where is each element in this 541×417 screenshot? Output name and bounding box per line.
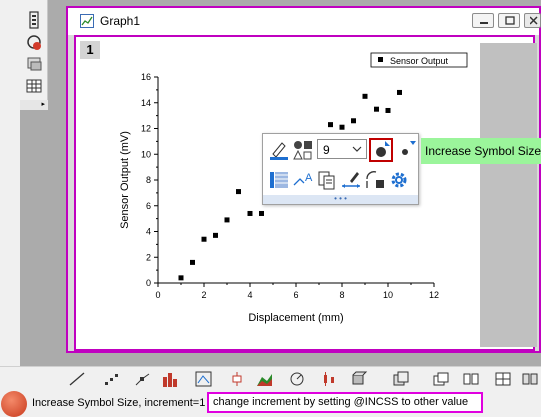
- legend: Sensor Output: [370, 52, 468, 68]
- column-plot-icon[interactable]: [162, 371, 180, 387]
- data-point: [328, 122, 333, 128]
- symbol-mini-toolbar: 9 A • • •: [262, 133, 419, 205]
- grid-icon[interactable]: [494, 371, 512, 387]
- data-reader-icon[interactable]: [24, 10, 44, 30]
- box-chart-icon[interactable]: [229, 371, 247, 387]
- close-button[interactable]: [524, 13, 541, 28]
- status-hint: change increment by setting @INCSS to ot…: [207, 392, 483, 413]
- merge-graph-icon[interactable]: [462, 371, 480, 387]
- data-point: [362, 93, 368, 99]
- scatter-plot[interactable]: 0 2 4 6 8 10 12 0 2 4 6 8 10 12 14 16 Displacement (mm)…: [76, 37, 537, 353]
- status-text: Increase Symbol Size, increment=1: [32, 397, 206, 409]
- chevron-down-icon: [352, 146, 362, 152]
- copy-format-icon[interactable]: [316, 169, 338, 191]
- data-point: [247, 210, 253, 216]
- y-axis-label: Sensor Output (mV): [119, 131, 131, 229]
- y-tick-label: 6: [146, 201, 151, 211]
- scatter-plot-icon[interactable]: [103, 371, 121, 387]
- 3d-plot-icon[interactable]: [350, 371, 368, 387]
- y-tick-label: 4: [146, 227, 151, 237]
- y-tick-label: 10: [141, 149, 151, 159]
- y-tick-label: 8: [146, 175, 151, 185]
- template-icon[interactable]: [392, 371, 410, 387]
- x-axis-label: Displacement (mm): [248, 312, 343, 324]
- bottom-plot-toolbar: [0, 366, 541, 391]
- svg-text:A: A: [305, 172, 313, 184]
- page-gray-area: [480, 43, 537, 347]
- minimize-icon: [480, 22, 488, 24]
- decrease-symbol-size-button[interactable]: [396, 139, 418, 161]
- arrange-layers-icon[interactable]: [522, 371, 540, 387]
- line-plot-icon[interactable]: [68, 371, 86, 387]
- data-point: [397, 89, 402, 95]
- plot-settings-gear-icon[interactable]: [388, 169, 410, 191]
- data-point: [351, 118, 356, 124]
- symbol-size-value: 9: [323, 143, 330, 157]
- graph-title-bar: Graph1: [68, 8, 541, 35]
- data-info-icon[interactable]: [24, 32, 44, 52]
- mini-toolbar-expand-icon[interactable]: • • •: [263, 195, 418, 204]
- contour-plot-icon[interactable]: [195, 371, 213, 387]
- size-increment-icon[interactable]: [364, 169, 386, 191]
- object-manager-icon[interactable]: [24, 54, 44, 74]
- y-tick-label: 12: [141, 124, 151, 134]
- layer-tab[interactable]: 1: [80, 41, 100, 59]
- minimize-button[interactable]: [472, 13, 494, 28]
- label-font-icon[interactable]: A: [292, 169, 314, 191]
- polar-plot-icon[interactable]: [289, 371, 307, 387]
- data-point: [236, 189, 241, 195]
- y-tick-label: 14: [141, 98, 151, 108]
- data-point: [178, 275, 184, 281]
- x-tick-label: 2: [201, 290, 206, 300]
- data-point: [259, 210, 264, 216]
- area-plot-icon[interactable]: [256, 371, 274, 387]
- data-point: [339, 124, 345, 130]
- data-point: [190, 259, 195, 265]
- y-tick-label: 16: [141, 72, 151, 82]
- legend-marker: [378, 57, 383, 62]
- data-point: [385, 107, 391, 113]
- left-tools-toolbar: ▸: [20, 0, 48, 110]
- data-point: [224, 217, 230, 223]
- y-tick-label: 0: [146, 278, 151, 288]
- line-symbol-plot-icon[interactable]: [134, 371, 152, 387]
- graph-window-title: Graph1: [100, 14, 141, 28]
- app-logo-icon: [1, 391, 27, 417]
- maximize-icon: [505, 16, 515, 25]
- data-point: [201, 236, 207, 242]
- x-tick-label: 12: [429, 290, 439, 300]
- stock-plot-icon[interactable]: [321, 371, 339, 387]
- status-bar: Increase Symbol Size, increment=1 change…: [0, 391, 541, 417]
- graph-window-icon: [80, 14, 94, 28]
- maximize-button[interactable]: [498, 13, 520, 28]
- y-tick-label: 2: [146, 252, 151, 262]
- x-tick-label: 0: [155, 290, 160, 300]
- x-tick-label: 8: [339, 290, 344, 300]
- symbol-size-combo[interactable]: 9: [317, 139, 367, 159]
- data-point: [374, 106, 379, 112]
- fill-pattern-icon[interactable]: [268, 169, 290, 191]
- left-panel-strip: [0, 0, 20, 380]
- toolbar-overflow-icon[interactable]: ▸: [20, 100, 48, 110]
- table-icon[interactable]: [24, 76, 44, 96]
- x-tick-label: 4: [247, 290, 252, 300]
- graph-page[interactable]: 1 0 2 4 6 8 10 12 0 2 4 6 8 10 12 14 16 Displacement (m…: [74, 35, 537, 353]
- layer-icon[interactable]: [432, 371, 450, 387]
- legend-entry: Sensor Output: [390, 56, 449, 66]
- x-tick-label: 6: [293, 290, 298, 300]
- symbol-shape-icon[interactable]: [292, 139, 314, 161]
- edit-width-icon[interactable]: [340, 169, 362, 191]
- pen-color-icon[interactable]: [268, 139, 290, 161]
- tooltip: Increase Symbol Size: [421, 138, 541, 164]
- x-tick-label: 10: [383, 290, 393, 300]
- data-point: [213, 232, 218, 238]
- increase-symbol-size-button[interactable]: [369, 138, 393, 162]
- close-icon: [530, 16, 538, 25]
